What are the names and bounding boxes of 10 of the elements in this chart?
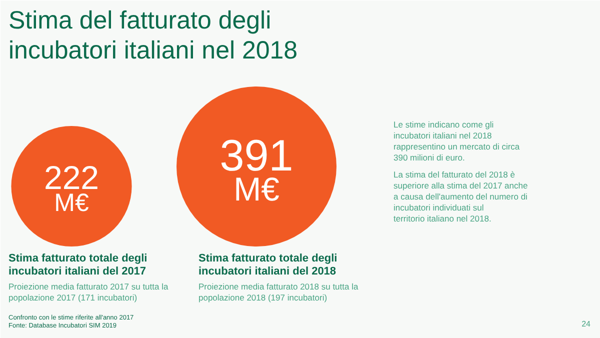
text: Proiezione media fatturato 2018 su tutta la popolazione 2018 (197 incubatori) — [198, 282, 358, 303]
text: Le stime indicano come gli incubatori italiani nel 2018 rappresentino un mercato di circa 390 milioni di euro. — [394, 120, 520, 163]
text: 24 — [582, 320, 592, 328]
text: Proiezione media fatturato 2017 su tutta la popolazione 2017 (171 incubatori) — [8, 282, 168, 303]
text: La stima del fatturato del 2018 è superiore alla stima del 2017 anche a causa dell'aumento del numero di incubatori individuati sul territorio italiano nel 2018. — [394, 170, 528, 224]
category-label: Stima fatturato totale degli incubatori italiani del 2017 — [8, 252, 148, 278]
data-label: 222 M€ — [44, 159, 100, 218]
category-label: Stima fatturato totale degli incubatori italiani del 2018 — [198, 252, 338, 278]
data-label: 391 M€ — [220, 132, 294, 208]
text: Stima del fatturato degli incubatori italiani nel 2018 — [8, 6, 298, 64]
